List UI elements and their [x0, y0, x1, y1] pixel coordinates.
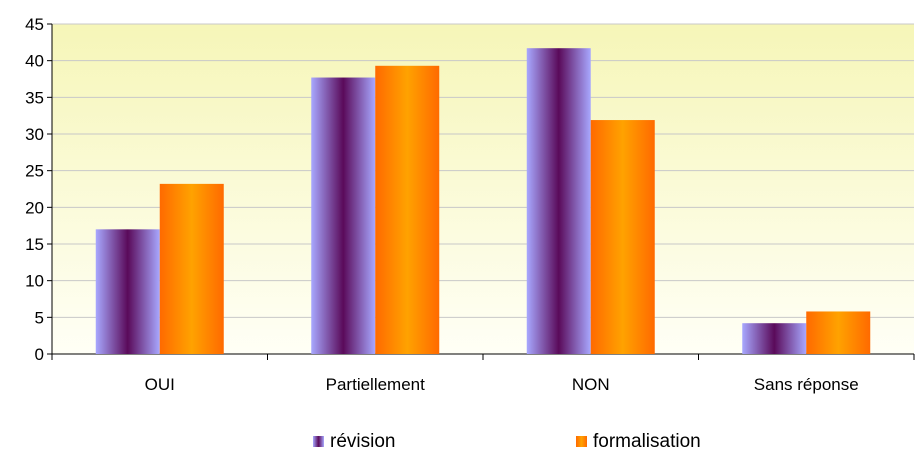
- y-tick-label: 25: [25, 162, 44, 181]
- y-tick-label: 45: [25, 15, 44, 34]
- bar-formalisation-NON: [590, 120, 655, 354]
- bar-formalisation-OUI: [159, 183, 224, 354]
- bar-révision-OUI: [95, 229, 160, 354]
- legend-label: formalisation: [593, 431, 701, 452]
- legend-swatch-formalisation: [576, 436, 587, 447]
- y-tick-label: 20: [25, 198, 44, 217]
- y-tick-label: 5: [35, 308, 44, 327]
- legend: révision formalisation: [313, 431, 701, 452]
- bar-révision-Sans réponse: [742, 323, 807, 354]
- x-axis: OUI Partiellement NON Sans réponse: [51, 353, 915, 394]
- legend-swatch-révision: [313, 436, 324, 447]
- y-tick-label: 40: [25, 52, 44, 71]
- bar-révision-Partiellement: [311, 77, 376, 355]
- bar-formalisation-Sans réponse: [806, 311, 871, 354]
- legend-label: révision: [330, 431, 395, 452]
- x-tick-label: Sans réponse: [754, 375, 859, 394]
- y-axis: 0 5 10 15 20 25 30 35 40 45: [25, 15, 53, 364]
- y-tick-label: 10: [25, 272, 44, 291]
- y-tick-label: 30: [25, 125, 44, 144]
- y-tick-label: 35: [25, 88, 44, 107]
- x-tick-label: Partiellement: [326, 375, 425, 394]
- bar-révision-NON: [526, 48, 591, 354]
- x-tick-label: NON: [572, 375, 610, 394]
- bar-formalisation-Partiellement: [375, 65, 440, 355]
- y-tick-label: 15: [25, 235, 44, 254]
- y-tick-label: 0: [35, 345, 44, 364]
- x-tick-label: OUI: [145, 375, 175, 394]
- bars: [95, 48, 871, 355]
